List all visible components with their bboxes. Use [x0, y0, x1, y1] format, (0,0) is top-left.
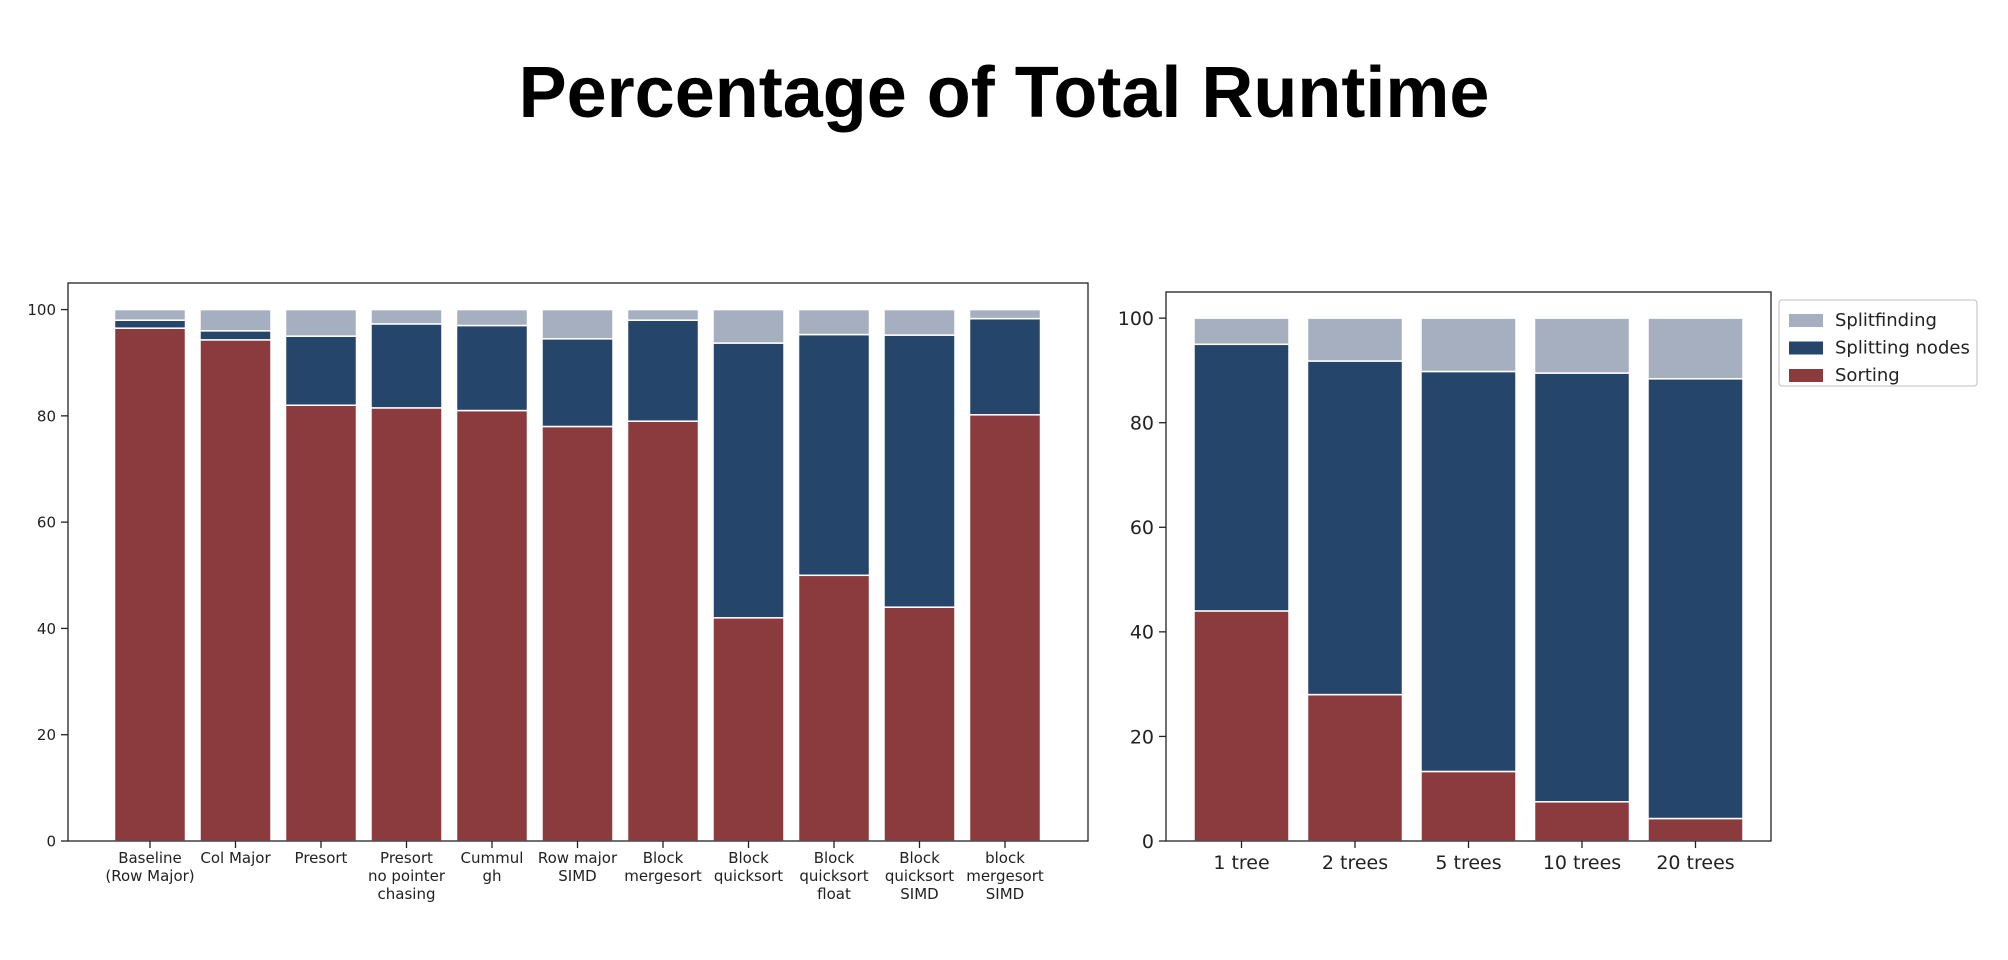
x-tick-label-2-3: 5 trees — [1435, 852, 1501, 874]
legend-swatch-splitfinding — [1789, 314, 1823, 327]
bar-splitting-nodes-1-9 — [797, 333, 871, 577]
bar-sorting-1-11 — [968, 414, 1042, 842]
bar-sorting-1-8 — [712, 617, 785, 842]
bar-splitfinding-2-5 — [1647, 317, 1744, 380]
y-tick-label-2-0: 0 — [1142, 831, 1154, 853]
bar-splitfinding-1-6 — [541, 308, 614, 340]
bar-splitting-nodes-2-4 — [1533, 372, 1631, 803]
bar-splitting-nodes-1-6 — [541, 338, 614, 428]
bar-splitfinding-1-7 — [626, 308, 700, 321]
bar-splitfinding-2-2 — [1306, 317, 1404, 362]
legend-swatch-sorting — [1789, 369, 1823, 382]
bar-splitting-nodes-1-2 — [199, 330, 272, 341]
bar-splitting-nodes-1-3 — [284, 335, 358, 406]
bar-splitfinding-1-11 — [968, 308, 1042, 320]
bar-sorting-2-3 — [1420, 770, 1517, 842]
bar-splitfinding-2-1 — [1193, 317, 1290, 346]
x-tick-label-2-4: 10 trees — [1543, 852, 1621, 874]
y-tick-label-2-40: 40 — [1130, 622, 1154, 644]
y-tick-label-1-60: 60 — [37, 514, 56, 532]
x-tick-label-1-7: Block mergesort — [624, 849, 702, 885]
y-tick-label-1-40: 40 — [37, 620, 56, 638]
bar-splitfinding-1-8 — [712, 308, 785, 344]
bar-splitting-nodes-1-10 — [883, 334, 956, 608]
bar-splitfinding-1-4 — [370, 308, 443, 325]
bar-sorting-2-4 — [1533, 801, 1631, 842]
bar-sorting-1-1 — [113, 327, 187, 842]
bar-sorting-1-6 — [541, 425, 614, 842]
bar-sorting-2-1 — [1193, 610, 1290, 842]
legend-label-splitfinding: Splitfinding — [1835, 310, 1937, 331]
bar-sorting-1-7 — [626, 420, 700, 842]
x-tick-label-1-2: Col Major — [200, 849, 271, 867]
x-tick-label-1-8: Block quicksort — [714, 849, 783, 885]
bar-splitfinding-1-3 — [284, 308, 358, 337]
bar-splitfinding-1-5 — [455, 308, 529, 327]
legend-label-splitting-nodes: Splitting nodes — [1835, 338, 1970, 359]
x-tick-label-1-6: Row major SIMD — [538, 849, 618, 885]
bar-splitting-nodes-1-7 — [626, 319, 700, 422]
bar-sorting-1-5 — [455, 409, 529, 842]
bar-splitting-nodes-1-1 — [113, 319, 187, 329]
y-tick-label-1-20: 20 — [37, 726, 56, 744]
y-tick-label-2-80: 80 — [1130, 413, 1154, 435]
y-tick-label-2-20: 20 — [1130, 726, 1154, 748]
y-tick-label-2-100: 100 — [1118, 308, 1154, 330]
bar-sorting-2-2 — [1306, 693, 1404, 842]
y-tick-label-1-80: 80 — [37, 407, 56, 425]
page-title: Percentage of Total Runtime — [518, 53, 1490, 133]
x-tick-label-1-10: Block quicksort SIMD — [885, 849, 954, 903]
y-tick-label-2-60: 60 — [1130, 517, 1154, 539]
bar-sorting-1-2 — [199, 339, 272, 842]
bar-splitting-nodes-1-8 — [712, 342, 785, 619]
legend-label-sorting: Sorting — [1835, 365, 1900, 386]
y-tick-label-1-0: 0 — [46, 832, 56, 850]
x-tick-label-2-1: 1 tree — [1213, 852, 1269, 874]
y-tick-label-1-100: 100 — [27, 301, 56, 319]
bar-splitting-nodes-2-2 — [1306, 360, 1404, 696]
bar-splitting-nodes-1-4 — [370, 323, 443, 409]
x-tick-label-2-2: 2 trees — [1322, 852, 1388, 874]
bar-splitfinding-1-9 — [797, 308, 871, 336]
bar-splitfinding-1-2 — [199, 308, 272, 332]
x-tick-label-1-5: Cummul gh — [461, 849, 524, 885]
bar-sorting-1-3 — [284, 404, 358, 842]
bar-splitting-nodes-2-1 — [1193, 343, 1290, 612]
bar-sorting-1-10 — [883, 606, 956, 842]
bar-splitting-nodes-2-5 — [1647, 378, 1744, 820]
x-tick-label-1-3: Presort — [295, 849, 348, 867]
bar-splitfinding-2-3 — [1420, 317, 1517, 373]
bar-sorting-2-5 — [1647, 817, 1744, 842]
bar-splitting-nodes-1-11 — [968, 317, 1042, 416]
bar-sorting-1-9 — [797, 574, 871, 842]
bar-splitting-nodes-1-5 — [455, 324, 529, 412]
x-tick-label-1-9: Block quicksort float — [799, 849, 868, 903]
legend-swatch-splitting-nodes — [1789, 341, 1823, 355]
x-tick-label-1-1: Baseline (Row Major) — [105, 849, 194, 885]
bar-splitfinding-2-4 — [1533, 317, 1631, 374]
bar-sorting-1-4 — [370, 407, 443, 842]
x-tick-label-2-5: 20 trees — [1656, 852, 1734, 874]
bar-splitfinding-1-10 — [883, 308, 956, 336]
x-tick-label-1-11: block mergesort SIMD — [966, 849, 1044, 903]
x-tick-label-1-4: Presort no pointer chasing — [368, 849, 446, 903]
bar-splitting-nodes-2-3 — [1420, 370, 1517, 773]
bar-splitfinding-1-1 — [113, 308, 187, 321]
legend-box — [1778, 299, 1978, 387]
